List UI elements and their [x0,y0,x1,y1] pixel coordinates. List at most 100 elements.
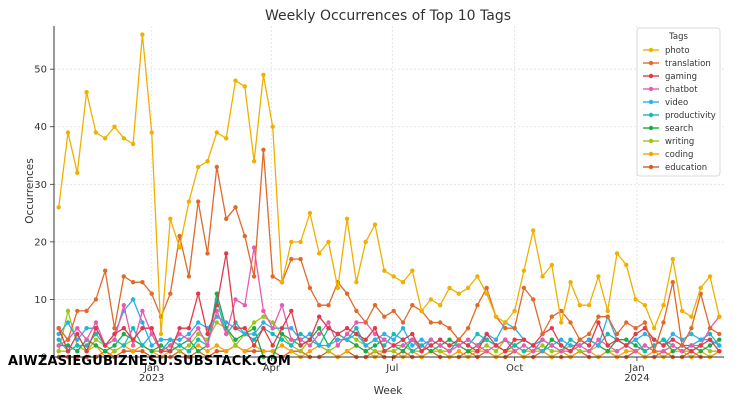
data-point-chatbot [130,343,136,348]
data-point-chatbot [307,343,313,348]
data-point-gaming [140,326,145,331]
data-point-writing [484,343,489,348]
data-point-writing [186,343,192,348]
data-point-translation [503,326,508,331]
y-tick-label: 20 [34,237,47,248]
axes [53,26,724,358]
data-point-photo [559,320,564,325]
data-point-photo [549,262,554,268]
data-point-translation [289,256,294,262]
data-point-search [372,343,378,348]
data-point-chatbot [428,337,434,342]
y-axis-label: Occurrences [24,158,36,224]
data-point-education [251,349,257,354]
data-point-translation [689,326,694,331]
legend-label: productivity [665,111,716,121]
data-point-photo [493,314,499,319]
data-point-translation [391,308,396,314]
series-layer [56,32,722,360]
data-point-video [149,343,154,348]
data-point-search [214,291,219,296]
data-point-photo [326,239,331,245]
data-point-coding [270,349,275,354]
legend-label: writing [665,137,694,147]
legend-swatch-marker [648,99,654,105]
data-point-gaming [419,349,424,354]
data-point-productivity [512,343,517,348]
y-tick-label: 0 [41,353,47,364]
data-point-gaming [158,349,164,354]
data-point-photo [354,280,359,285]
legend-swatch-marker [648,60,654,66]
data-point-gaming [717,349,722,354]
data-point-productivity [289,343,294,348]
data-point-photo [661,303,666,308]
data-point-translation [382,314,387,319]
legend-item-gaming: gaming [643,72,697,82]
series-line-search [58,293,720,358]
data-point-translation [75,308,80,314]
data-point-writing [112,349,117,354]
legend-label: search [665,124,693,134]
data-point-chatbot [382,337,387,342]
data-point-chatbot [465,337,471,342]
data-point-photo [605,308,610,314]
data-point-writing [270,320,275,325]
data-point-gaming [512,337,517,342]
legend-item-search: search [643,124,693,134]
series-translation [56,147,722,354]
data-point-productivity [279,337,285,342]
data-point-gaming [298,343,303,348]
legend-label: chatbot [665,85,698,95]
data-point-video [540,349,545,354]
data-point-gaming [521,337,527,342]
data-point-translation [475,303,480,308]
data-point-photo [307,210,313,216]
data-point-video [140,320,145,325]
data-point-gaming [447,343,452,348]
data-point-chatbot [317,331,322,337]
data-point-writing [93,337,99,342]
data-point-productivity [56,337,61,342]
data-point-writing [251,320,257,325]
data-point-gaming [242,326,247,331]
data-point-coding [279,343,285,348]
data-point-video [317,343,322,348]
data-point-photo [75,170,80,175]
data-point-photo [224,136,229,141]
data-point-photo [577,303,582,308]
y-tick-label: 10 [34,295,47,306]
y-tick-label: 40 [34,122,47,133]
data-point-gaming [224,251,229,256]
data-point-gaming [372,326,378,331]
data-point-photo [456,291,461,296]
data-point-search [196,349,201,354]
data-point-productivity [605,331,610,337]
data-point-translation [679,343,685,348]
data-point-video [717,343,722,348]
data-point-translation [224,216,229,221]
data-point-gaming [149,326,154,331]
data-point-coding [224,349,229,354]
data-point-gaming [326,326,331,331]
series-gaming [56,251,722,354]
data-point-photo [447,285,452,291]
data-point-productivity [661,337,666,342]
data-point-coding [307,349,313,354]
legend-item-chatbot: chatbot [643,85,698,95]
data-point-translation [614,331,620,337]
data-point-chatbot [233,297,238,302]
data-point-coding [242,349,247,354]
data-point-search [428,349,434,354]
data-point-education [140,349,145,354]
data-point-photo [363,239,368,245]
series-line-photo [58,33,720,335]
data-point-photo [298,239,303,245]
data-point-chatbot [326,320,331,325]
grid [54,26,724,358]
data-point-writing [214,320,219,325]
data-point-photo [465,285,471,291]
data-point-productivity [410,349,415,354]
data-point-gaming [707,337,713,342]
data-point-productivity [270,331,275,337]
